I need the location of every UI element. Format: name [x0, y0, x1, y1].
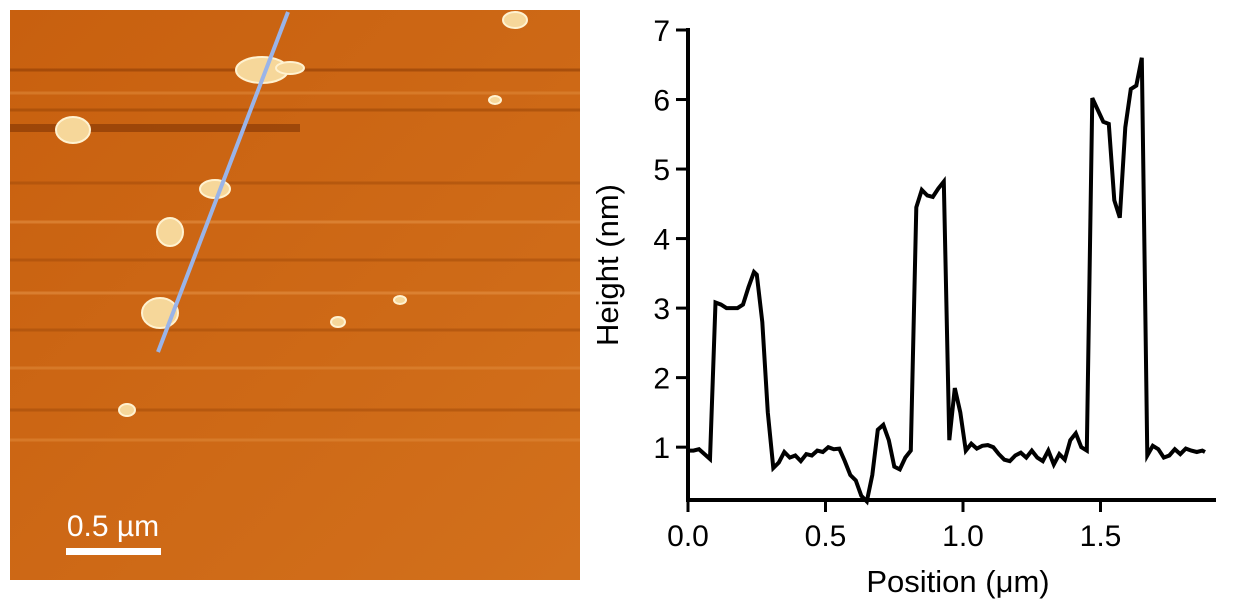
x-tick-label: 1.5 [1080, 520, 1122, 553]
x-tick-label: 0.0 [667, 520, 709, 553]
y-tick-label: 5 [653, 154, 670, 187]
x-tick-label: 1.0 [942, 520, 984, 553]
afm-particles [55, 11, 528, 417]
y-tick-label: 1 [653, 432, 670, 465]
profile-line [688, 57, 1206, 506]
y-tick-label: 4 [653, 224, 670, 257]
y-tick-label: 2 [653, 363, 670, 396]
y-axis-title: Height (nm) [590, 184, 625, 346]
y-tick-label: 3 [653, 293, 670, 326]
x-tick-label: 0.5 [805, 520, 847, 553]
x-axis-title: Position (μm) [866, 564, 1049, 599]
y-tick-label: 6 [653, 85, 670, 118]
scale-bar-label: 0.5 µm [67, 510, 159, 543]
line-chart: Position (μm) Height (nm) 1 2 3 4 5 6 7 0.0 0.5 1… [590, 15, 1216, 599]
afm-streaks [10, 68, 580, 442]
afm-image: 0.5 µm [10, 10, 580, 580]
scale-bar [66, 548, 161, 555]
afm-background [10, 10, 580, 580]
y-tick-label: 7 [653, 15, 670, 48]
profile-line [156, 11, 290, 353]
